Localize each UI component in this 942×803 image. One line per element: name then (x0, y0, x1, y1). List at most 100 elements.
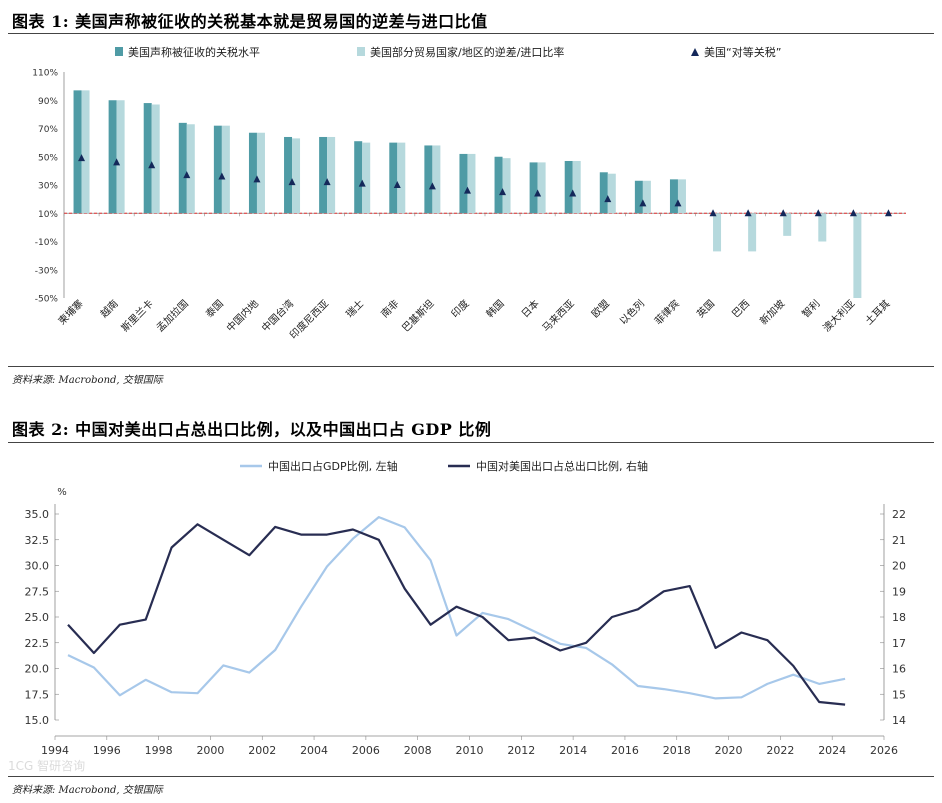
right-tick-label: 21 (892, 534, 906, 547)
x-tick-label: 1998 (145, 744, 173, 757)
right-tick-label: 15 (892, 688, 906, 701)
x-tick-label: 2002 (248, 744, 276, 757)
marker-reciprocal-tariff (534, 189, 542, 197)
bar-deficit-ratio (292, 138, 301, 214)
marker-reciprocal-tariff (884, 209, 892, 217)
y-tick-label: 90% (38, 97, 58, 107)
figure1-source: 资料来源: Macrobond, 交银国际 (12, 375, 163, 386)
x-category-label: 菲律宾 (652, 297, 682, 327)
x-tick-label: 2006 (352, 744, 380, 757)
bar-deficit-ratio (116, 100, 125, 214)
y-tick-label: -10% (35, 238, 59, 248)
bar-tariff-claimed (494, 156, 503, 214)
legend-label: 中国对美国出口占总出口比例, 右轴 (476, 459, 648, 473)
marker-reciprocal-tariff (849, 209, 857, 217)
bar-deficit-ratio (713, 213, 722, 252)
bar-tariff-claimed (459, 153, 468, 214)
x-tick-label: 2008 (404, 744, 432, 757)
x-tick-label: 2026 (870, 744, 898, 757)
marker-reciprocal-tariff (674, 199, 682, 207)
marker-reciprocal-tariff (358, 179, 366, 187)
bar-deficit-ratio (221, 125, 230, 214)
x-tick-label: 2020 (715, 744, 743, 757)
left-tick-label: 17.5 (25, 688, 50, 701)
marker-reciprocal-tariff (253, 175, 261, 183)
figure1-bottom-rule (8, 366, 934, 367)
left-tick-label: 27.5 (25, 585, 50, 598)
bar-tariff-claimed (389, 142, 398, 214)
y-tick-label: 70% (38, 125, 58, 135)
y-tick-label: -30% (35, 266, 59, 276)
bar-tariff-claimed (634, 180, 643, 214)
x-tick-label: 2000 (196, 744, 224, 757)
x-tick-label: 1994 (41, 744, 69, 757)
legend-swatch (357, 47, 365, 56)
x-category-label: 中国台湾 (259, 297, 296, 334)
x-category-label: 巴西 (730, 298, 753, 321)
marker-reciprocal-tariff (323, 178, 331, 186)
bar-deficit-ratio (853, 213, 862, 298)
bar-tariff-claimed (284, 136, 293, 214)
legend-swatch (691, 48, 699, 56)
x-category-label: 瑞士 (343, 297, 366, 320)
bar-tariff-claimed (354, 141, 363, 214)
x-category-label: 中国内地 (224, 297, 261, 334)
marker-reciprocal-tariff (709, 209, 717, 217)
bar-tariff-claimed (73, 90, 82, 214)
marker-reciprocal-tariff (428, 182, 436, 190)
bar-deficit-ratio (818, 213, 827, 242)
bar-deficit-ratio (607, 173, 616, 214)
left-tick-label: 22.5 (25, 637, 50, 650)
x-category-label: 巴基斯坦 (399, 297, 436, 334)
bar-deficit-ratio (572, 160, 581, 214)
marker-reciprocal-tariff (113, 158, 121, 166)
figure1-title: 图表 1: 美国声称被征收的关税基本就是贸易国的逆差与进口比值 (12, 12, 488, 31)
bar-tariff-claimed (178, 122, 187, 214)
left-tick-label: 32.5 (25, 534, 50, 547)
marker-reciprocal-tariff (148, 161, 156, 169)
marker-reciprocal-tariff (744, 209, 752, 217)
bar-deficit-ratio (783, 213, 792, 236)
y-tick-label: 30% (38, 182, 58, 192)
x-category-label: 欧盟 (589, 298, 612, 321)
x-tick-label: 2018 (663, 744, 691, 757)
bar-deficit-ratio (186, 124, 195, 214)
bar-deficit-ratio (677, 179, 686, 214)
legend-label: 美国部分贸易国家/地区的逆差/进口比率 (370, 45, 564, 59)
right-tick-label: 17 (892, 637, 906, 650)
x-category-label: 泰国 (203, 297, 226, 320)
marker-reciprocal-tariff (183, 171, 191, 179)
bar-deficit-ratio (432, 145, 441, 214)
legend-label: 美国“对等关税” (704, 45, 781, 59)
right-tick-label: 22 (892, 508, 906, 521)
x-category-label: 孟加拉国 (153, 297, 190, 334)
x-category-label: 斯里兰卡 (118, 297, 155, 334)
bar-deficit-ratio (327, 136, 336, 214)
right-tick-label: 20 (892, 560, 906, 573)
x-category-label: 以色列 (617, 297, 647, 327)
figure2-title: 图表 2: 中国对美出口占总出口比例，以及中国出口占 GDP 比例 (12, 420, 492, 439)
x-category-label: 英国 (694, 297, 717, 320)
marker-reciprocal-tariff (288, 178, 296, 186)
figure2-line-chart: % 35.0 32.5 30.0 27.5 25.0 22.5 20.0 17.5 15.0 22 2… (8, 459, 906, 773)
right-tick-label: 14 (892, 714, 906, 727)
right-tick-label: 16 (892, 663, 906, 676)
right-tick-label: 18 (892, 611, 906, 624)
bar-tariff-claimed (669, 179, 678, 214)
x-tick-label: 2024 (818, 744, 846, 757)
bar-deficit-ratio (256, 132, 265, 214)
x-category-label: 马来西亚 (540, 298, 577, 335)
left-tick-label: 35.0 (25, 508, 50, 521)
marker-reciprocal-tariff (499, 188, 507, 196)
marker-reciprocal-tariff (569, 189, 577, 197)
x-category-label: 柬埔寨 (55, 297, 85, 327)
marker-reciprocal-tariff (218, 172, 226, 180)
left-tick-label: 20.0 (25, 663, 50, 676)
bar-deficit-ratio (748, 213, 757, 252)
y-tick-label: 50% (38, 153, 58, 163)
figure1-bar-chart: 110% 90% 70% 50% 30% 10% -10% -30% -50%柬埔寨 越南 斯里兰卡… (32, 45, 906, 341)
marker-reciprocal-tariff (463, 186, 471, 194)
bar-deficit-ratio (362, 142, 371, 214)
x-category-label: 新加坡 (757, 297, 787, 327)
bar-tariff-claimed (248, 132, 257, 214)
